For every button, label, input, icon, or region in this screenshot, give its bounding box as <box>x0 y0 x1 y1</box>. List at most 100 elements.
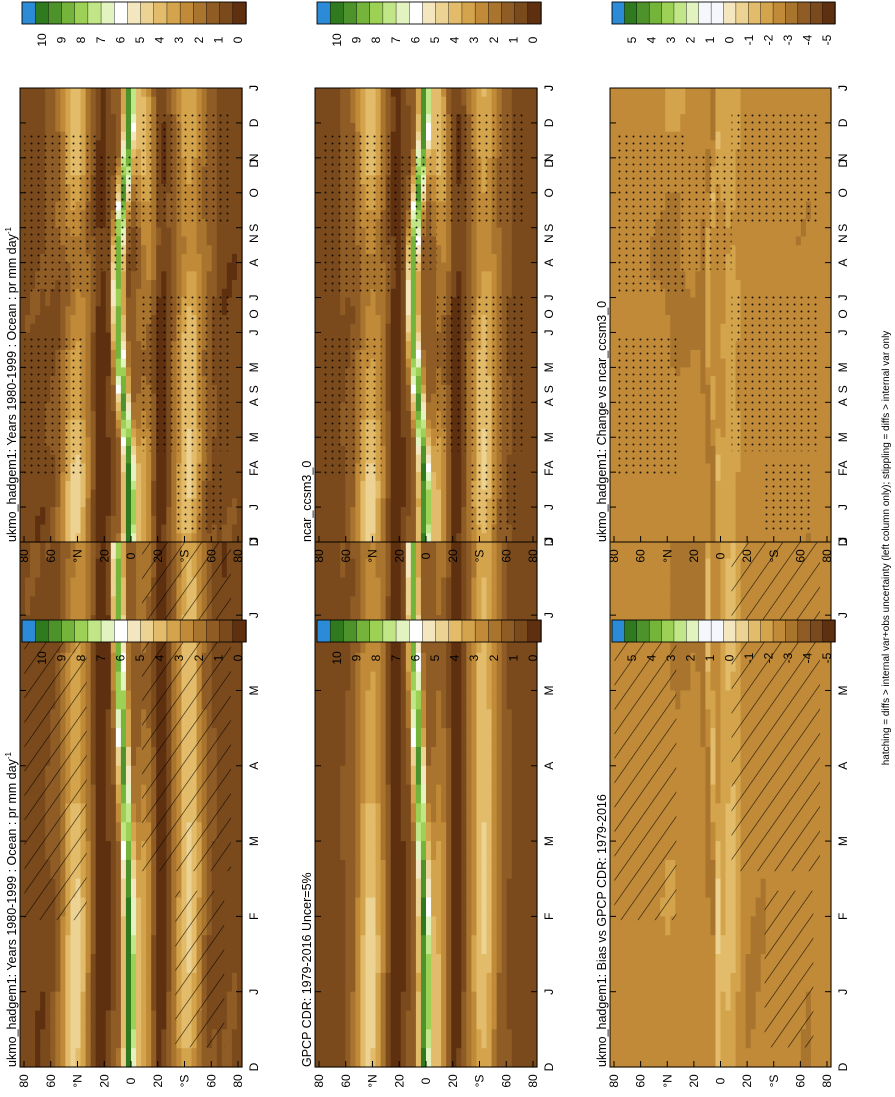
heatmap-cell <box>85 803 92 823</box>
heatmap-cell <box>511 803 518 823</box>
heatmap-cell <box>125 878 132 899</box>
heatmap-cell <box>340 746 346 767</box>
heatmap-cell <box>136 652 142 673</box>
colorbar-swatch <box>232 619 247 643</box>
heatmap-cell <box>360 954 367 974</box>
heatmap-cell <box>521 652 528 673</box>
heatmap-cell <box>496 539 503 560</box>
heatmap-cell <box>431 991 437 1012</box>
heatmap-cell <box>236 841 243 861</box>
heatmap-cell <box>370 841 377 861</box>
heatmap-cell <box>436 878 442 899</box>
heatmap-cell <box>345 803 351 823</box>
heatmap-cell <box>360 878 367 899</box>
heatmap-cell <box>50 954 56 974</box>
heatmap-cell <box>156 935 162 955</box>
heatmap-cell <box>120 558 127 579</box>
heatmap-cell <box>441 596 447 616</box>
heatmap-cell <box>506 935 513 955</box>
heatmap-cell <box>350 671 356 692</box>
heatmap-cell <box>85 897 92 917</box>
heatmap-cell <box>501 784 508 805</box>
heatmap-cell <box>20 746 26 767</box>
heatmap-cell <box>90 709 97 729</box>
heatmap-cell <box>340 558 346 579</box>
heatmap-cell <box>486 878 493 899</box>
heatmap-cell <box>55 1010 61 1030</box>
heatmap-cell <box>461 972 467 993</box>
heatmap-cell <box>496 1048 503 1068</box>
heatmap-cell <box>441 803 447 823</box>
heatmap-cell <box>375 539 382 560</box>
heatmap-cell <box>451 539 457 560</box>
heatmap-cell <box>120 728 127 748</box>
heatmap-cell <box>115 1029 122 1049</box>
heatmap-cell <box>360 728 367 748</box>
heatmap-cell <box>486 596 493 616</box>
heatmap-cell <box>456 841 462 861</box>
heatmap-cell <box>50 1029 56 1049</box>
heatmap-cell <box>405 784 412 805</box>
heatmap-cell <box>125 765 132 786</box>
heatmap-cell <box>315 935 321 955</box>
heatmap-cell <box>20 671 26 692</box>
heatmap-cell <box>55 596 61 616</box>
heatmap-cell <box>615 577 621 597</box>
heatmap-cell <box>236 972 243 993</box>
heatmap-cell <box>320 878 326 899</box>
time-tick-label: O <box>542 309 556 318</box>
heatmap-cell <box>35 954 41 974</box>
heatmap-cell <box>446 765 452 786</box>
heatmap-cell <box>171 954 178 974</box>
heatmap-cell <box>365 671 372 692</box>
colorbar-swatch <box>448 619 463 643</box>
heatmap-cell <box>320 841 326 861</box>
heatmap-cell <box>330 652 336 673</box>
panel-title: ukmo_hadgem1: Years 1980-1999 : Ocean : … <box>4 752 19 1067</box>
heatmap-cell <box>350 784 356 805</box>
heatmap-cell <box>390 596 397 616</box>
heatmap-cell <box>400 954 407 974</box>
heatmap-cell <box>441 765 447 786</box>
heatmap-cell <box>236 784 243 805</box>
heatmap-cell <box>335 652 341 673</box>
heatmap-cell <box>141 897 147 917</box>
heatmap-cell <box>415 596 422 616</box>
heatmap-cell <box>60 596 67 616</box>
heatmap-cell <box>120 916 127 936</box>
heatmap-cell <box>335 633 341 654</box>
heatmap-cell <box>365 633 372 654</box>
heatmap-cell <box>136 897 142 917</box>
heatmap-cell <box>426 539 432 560</box>
heatmap-cell <box>390 822 397 842</box>
heatmap-cell <box>461 859 467 880</box>
heatmap-cell <box>496 972 503 993</box>
heatmap-cell <box>125 728 132 748</box>
heatmap-cell <box>375 1010 382 1030</box>
heatmap-cell <box>360 897 367 917</box>
heatmap-cell <box>90 746 97 767</box>
heatmap-cell <box>231 671 238 692</box>
heatmap-cell <box>345 859 351 880</box>
heatmap-cell <box>506 709 513 729</box>
heatmap-cell <box>95 972 102 993</box>
heatmap-cell <box>390 633 397 654</box>
heatmap-cell <box>481 671 488 692</box>
heatmap-cell <box>166 897 172 917</box>
lat-tick-label: 60 <box>44 1074 58 1088</box>
heatmap-cell <box>531 859 538 880</box>
heatmap-cell <box>110 577 117 597</box>
heatmap-cell <box>340 1029 346 1049</box>
heatmap-cell <box>340 1010 346 1030</box>
heatmap-cell <box>446 539 452 560</box>
heatmap-cell <box>420 859 427 880</box>
heatmap-cell <box>146 954 152 974</box>
heatmap-cell <box>451 1029 457 1049</box>
heatmap-cell <box>131 841 137 861</box>
heatmap-cell <box>481 558 488 579</box>
heatmap-cell <box>320 596 326 616</box>
heatmap-cell <box>110 878 117 899</box>
heatmap-cell <box>506 690 513 710</box>
heatmap-cell <box>390 577 397 597</box>
heatmap-cell <box>501 1048 508 1068</box>
